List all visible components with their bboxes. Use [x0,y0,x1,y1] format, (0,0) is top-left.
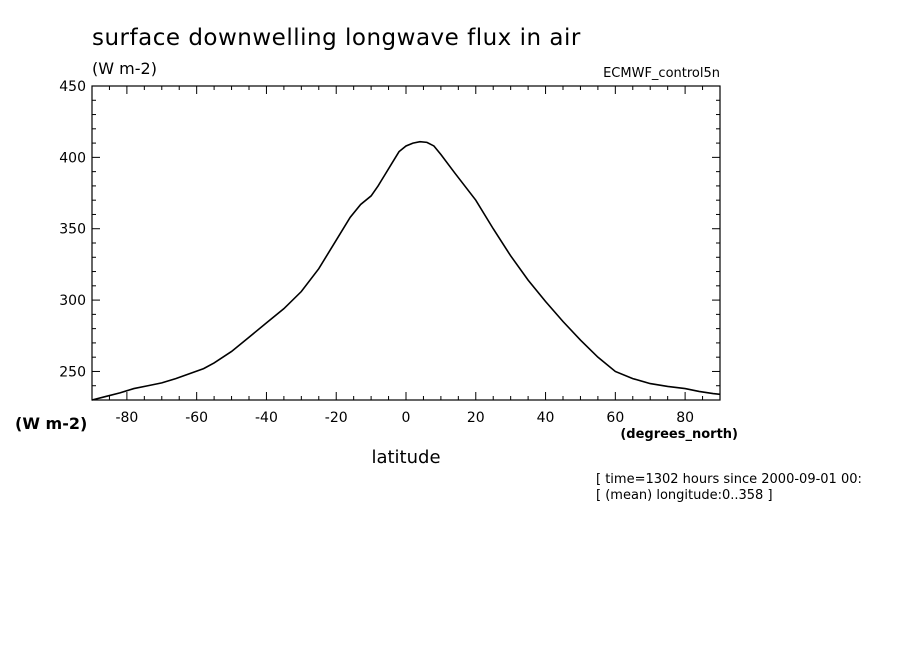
chart-units-label: (W m-2) [92,59,157,78]
x-tick-label: 0 [402,410,411,426]
plot-frame [91,85,721,401]
annotation-time: [ time=1302 hours since 2000-09-01 00: [596,472,862,487]
y-axis-tick-labels: 250 300 350 400 450 [59,79,86,380]
y-tick-label: 400 [59,150,86,166]
x-tick-label: -40 [255,410,278,426]
x-tick-label: 40 [537,410,555,426]
y-axis-ticks [92,85,720,401]
y-tick-label: 450 [59,79,86,95]
x-tick-label: 80 [676,410,694,426]
x-tick-label: -80 [115,410,138,426]
x-tick-label: -60 [185,410,208,426]
x-tick-label: -20 [325,410,348,426]
chart-title: surface downwelling longwave flux in air [92,25,581,51]
y-tick-label: 250 [59,364,86,380]
x-tick-label: 20 [467,410,485,426]
y-tick-label: 350 [59,222,86,238]
y-axis-units-label: (W m-2) [15,414,87,433]
series-line [91,140,721,401]
x-axis-units-label: (degrees_north) [620,427,738,442]
x-axis-label: latitude [371,447,440,468]
y-tick-label: 300 [59,293,86,309]
dataset-label: ECMWF_control5n [603,66,720,81]
x-axis-ticks [91,86,721,400]
x-axis-tick-labels: -80 -60 -40 -20 0 20 40 60 80 [115,410,694,426]
annotation-longitude: [ (mean) longitude:0..358 ] [596,488,773,503]
x-tick-label: 60 [606,410,624,426]
